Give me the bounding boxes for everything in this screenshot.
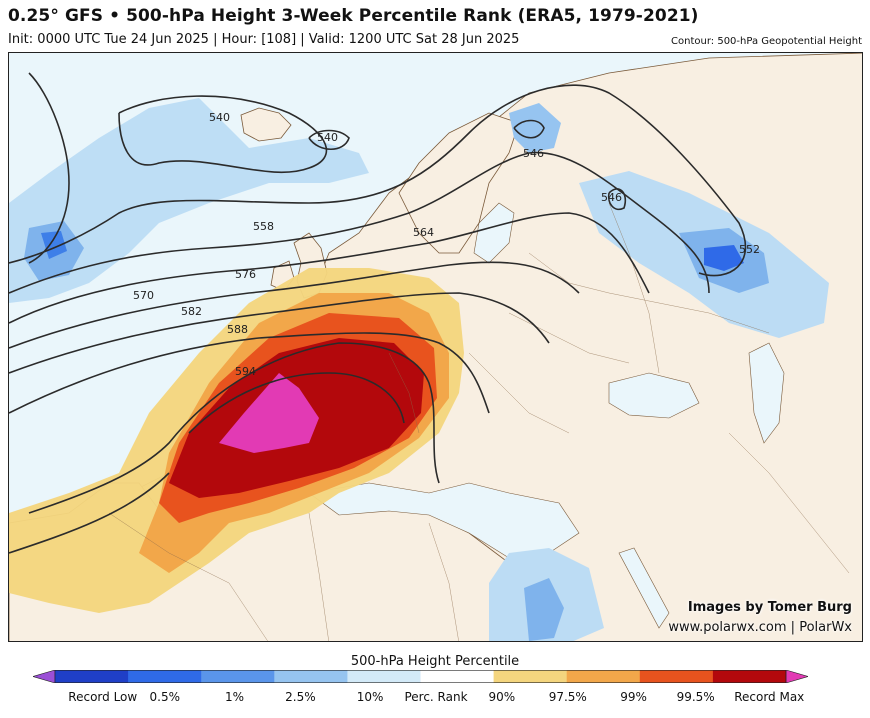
contour-label: 588: [227, 323, 248, 336]
shade-russia-1: [704, 245, 744, 271]
colorbar-labels: Record Low 0.5% 1% 2.5% 10% Perc. Rank 90% 97.5…: [33, 690, 808, 706]
colorbar-segment: [639, 670, 714, 683]
map-subtitle: Init: 0000 UTC Tue 24 Jun 2025 | Hour: […: [8, 32, 520, 47]
colorbar-label: Record Max: [734, 690, 805, 704]
contour-label: 552: [739, 243, 760, 256]
credit-author: Images by Tomer Burg: [687, 600, 852, 615]
shade-egypt-2-5: [524, 578, 564, 641]
colorbar-label: 1%: [224, 690, 245, 704]
shade-kola-10: [509, 103, 561, 153]
colorbar-segment: [274, 670, 348, 683]
colorbar-segment: [347, 670, 421, 683]
colorbar-label: 99.5%: [676, 690, 715, 704]
colorbar-segment: [566, 670, 641, 683]
map-panel: 540 540 546 546 552 558 564 570 576 582 …: [8, 52, 863, 642]
colorbar-label: 2.5%: [285, 690, 316, 704]
contour-label: 582: [181, 305, 202, 318]
colorbar-label: Perc. Rank: [404, 690, 468, 704]
shade-high-record: [219, 373, 319, 453]
colorbar-segment: [493, 670, 568, 683]
sea-black: [608, 372, 700, 419]
contour-label: 564: [413, 226, 434, 239]
contour-label: 594: [235, 365, 256, 378]
colorbar-label: 99%: [620, 690, 647, 704]
contour-label: 570: [133, 289, 154, 302]
colorbar-segment: [712, 670, 787, 683]
contour-label: 558: [253, 220, 274, 233]
contour-label: 546: [601, 191, 622, 204]
colorbar-label: 97.5%: [548, 690, 587, 704]
contour-label: 576: [235, 268, 256, 281]
country-borders: [108, 202, 850, 641]
contour-note: Contour: 500-hPa Geopotential Height: [671, 36, 862, 47]
map-canvas: 540 540 546 546 552 558 564 570 576 582 …: [9, 53, 862, 641]
map-title: 0.25° GFS • 500-hPa Height 3-Week Percen…: [8, 6, 699, 26]
shade-north-atlantic-1: [41, 231, 67, 259]
sea-caspian: [748, 342, 785, 444]
sea-red: [618, 547, 670, 629]
height-contours: [9, 72, 747, 554]
colorbar-extend-low: [33, 670, 56, 683]
colorbar-segment: [55, 670, 129, 683]
colorbar-label: Record Low: [68, 690, 138, 704]
colorbar-segment: [128, 670, 202, 683]
land-scandinavia: [398, 112, 520, 254]
colorbar-title: 500-hPa Height Percentile: [350, 654, 520, 669]
colorbar-label: 0.5%: [149, 690, 181, 704]
sea-baltic: [473, 202, 515, 264]
credit-website[interactable]: www.polarwx.com | PolarWx: [668, 620, 852, 635]
colorbar-extend-high: [785, 670, 808, 683]
contour-labels: 540 540 546 546 552 558 564 570 576 582 …: [133, 111, 760, 378]
colorbar-label: 90%: [488, 690, 516, 704]
colorbar-segment: [201, 670, 275, 683]
contour-label: 540: [317, 131, 338, 144]
colorbar: [33, 670, 808, 683]
colorbar-border: [54, 670, 787, 683]
colorbar-segment: [420, 670, 495, 683]
contour-label: 540: [209, 111, 230, 124]
contour-label: 546: [523, 147, 544, 160]
land-iceland: [240, 107, 292, 142]
colorbar-label: 10%: [356, 690, 384, 704]
sea-mediterranean: [308, 482, 580, 559]
